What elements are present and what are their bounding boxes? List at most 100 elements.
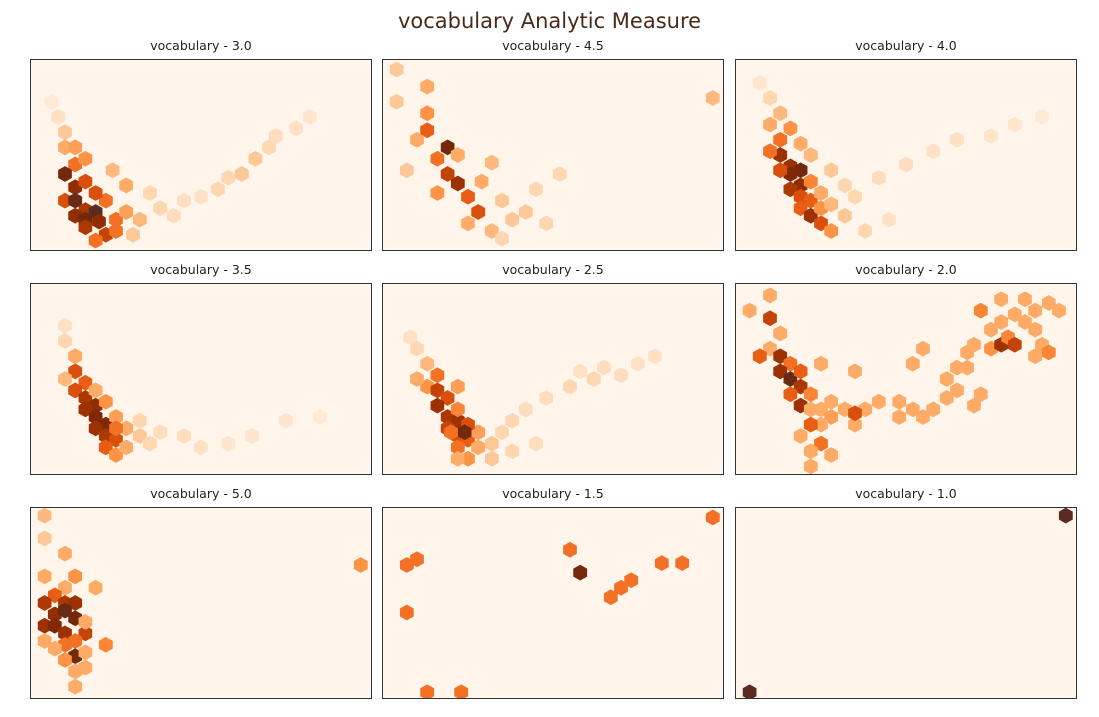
hexbin-cell [783,120,798,137]
hexbin-cell [484,435,499,452]
hexbin-cell [289,120,304,137]
hexbin-cell [905,355,920,372]
hexbin-cell [78,219,93,236]
hexbin-cell [848,188,862,205]
plot-area [30,59,372,251]
hexbin-cell [505,211,520,228]
hexbin-cell [474,173,489,190]
hexbin-cell [47,640,62,657]
hexbin-panel: vocabulary - 2.5 [382,262,724,475]
hexbin-cell [389,93,404,110]
hexbin-cell [37,508,52,524]
hexbin-cell [871,393,886,410]
hexbin-cell [420,78,435,95]
hexbin-cell [631,355,645,372]
hexbin-cell [450,401,465,418]
hexbin-cell [420,684,435,698]
plot-area [382,283,724,475]
hexbin-cell [1007,336,1022,353]
hexbin-cell [126,226,140,243]
hexbin-cell [68,568,83,585]
hexbin-cell [1028,302,1043,319]
hexbin-cell [603,589,618,606]
hexbin-cell [450,175,465,192]
hexbin-cell [461,188,475,205]
hexbin-cell [1058,508,1073,524]
hexbin-cell [892,393,907,410]
hexbin-cell [752,74,767,91]
hexbin-cell [440,166,455,182]
hexbin-cell [471,439,486,456]
hexbin-cell [58,166,72,182]
hexbin-cell [58,652,72,668]
figure-title: vocabulary Analytic Measure [397,9,702,33]
plot-area [382,59,724,251]
hexbin-cell [848,363,862,380]
plot-area [735,59,1077,251]
hexbin-cell [88,579,103,596]
hexbin-cell [814,355,828,372]
hexbin-cell [505,443,520,460]
hexbin-cell [803,386,818,403]
hexbin-cell [973,386,988,403]
hexbin-cell [926,401,941,418]
hexbin-cell [78,173,93,190]
hexbin-cell [973,302,988,319]
hexbin-cell [967,397,981,414]
hexbin-cell [410,131,424,148]
hexbin-cell [518,204,533,220]
plot-area [735,507,1077,699]
hexbin-cell [950,131,964,148]
hexbin-cell [763,143,777,160]
hexbin-cell [177,428,191,444]
hexbin-cell [410,340,424,357]
hexbin-cell [44,93,59,110]
hexbin-panel: vocabulary - 3.0 [30,38,372,251]
hexbin-cell [899,156,913,173]
hexbin-cell [529,181,543,198]
hexbin-cell [450,439,465,456]
panel-title: vocabulary - 1.5 [502,486,604,501]
hexbin-cell [119,439,134,456]
hexbin-cell [88,185,103,201]
hexbin-svg [31,60,371,250]
plot-area [382,507,724,699]
hexbin-cell [773,162,788,179]
hexbin-cell [793,363,808,380]
hexbin-cell [132,412,147,429]
hexbin-panel: vocabulary - 1.5 [382,486,724,699]
plot-area [735,283,1077,475]
hexbin-cell [221,435,236,452]
hexbin-cell [803,458,818,474]
hexbin-cell [119,177,134,194]
hexbin-cell [1007,116,1022,133]
hexbin-cell [752,348,767,365]
hexbin-cell [98,636,113,653]
hexbin-cell [444,424,458,441]
hexbin-cell [78,644,93,661]
hexbin-cell [37,595,52,611]
hexbin-cell [939,390,954,406]
hexbin-cell [803,173,818,190]
hexbin-cell [430,150,445,167]
panel-title: vocabulary - 4.5 [502,38,604,53]
hexbin-panel: vocabulary - 1.0 [735,486,1077,699]
hexbin-cell [58,333,72,349]
hexbin-cell [529,435,543,452]
hexbin-cell [313,409,327,425]
hexbin-cell [248,150,263,167]
hexbin-cell [399,162,414,179]
hexbin-panel: vocabulary - 4.0 [735,38,1077,251]
panel-title: vocabulary - 5.0 [150,486,252,501]
hexbin-cell [234,166,249,182]
hexbin-cell [353,557,368,573]
hexbin-cell [1041,344,1056,361]
hexbin-cell [793,428,808,444]
hexbin-cell [837,207,852,224]
hexbin-cell [586,371,601,387]
hexbin-panel: vocabulary - 2.0 [735,262,1077,475]
panel-title: vocabulary - 1.0 [855,486,957,501]
hexbin-cell [484,450,499,467]
hexbin-cell [773,325,788,342]
hexbin-cell [430,397,445,414]
